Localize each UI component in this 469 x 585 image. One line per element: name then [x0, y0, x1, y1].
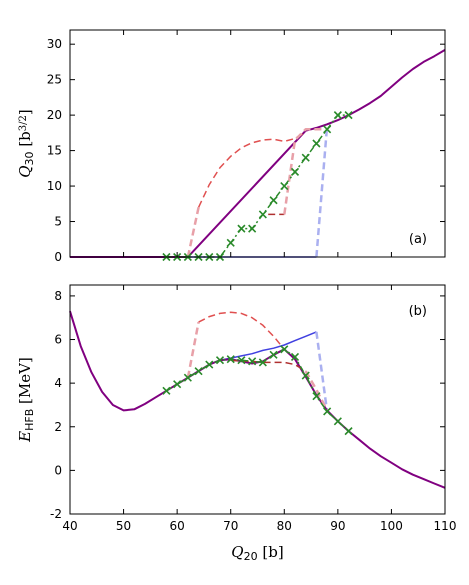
panel-b: 40 50 60 70 80 90 100 110 -2 0 2 4 6 8 (b) EHFB [MeV] Q2… [16, 284, 457, 563]
y-tick-label: 6 [54, 333, 62, 347]
y-tick-label: 2 [54, 420, 62, 434]
y-tick-label: 5 [54, 215, 62, 229]
y-tick-label: 20 [47, 108, 62, 122]
x-axis-title: Q20 [b] [231, 543, 283, 563]
data-point-marker [344, 427, 353, 436]
data-point-marker [344, 111, 353, 120]
y-tick-label: 8 [54, 289, 62, 303]
data-point-marker [194, 367, 203, 376]
data-point-marker [301, 153, 310, 162]
data-point-marker [237, 356, 246, 365]
data-point-marker [248, 357, 257, 366]
series-line-4 [186, 321, 200, 378]
x-tick-label: 70 [223, 519, 238, 533]
data-point-marker [269, 350, 278, 359]
panel-a: 0 5 10 15 20 25 30 (a) Q30 [b3/2] [16, 29, 446, 264]
series-line-7 [166, 348, 350, 432]
data-point-marker [333, 111, 342, 120]
y-tick-label: 15 [47, 144, 62, 158]
data-point-marker [205, 360, 214, 369]
y-tick-label: 0 [54, 463, 62, 477]
x-tick-label: 80 [277, 519, 292, 533]
data-point-marker [280, 345, 289, 354]
series-line-1 [315, 331, 329, 412]
data-point-marker [226, 238, 235, 247]
data-point-marker [333, 417, 342, 426]
y-tick-label: 30 [47, 37, 62, 51]
data-point-marker [312, 392, 321, 401]
x-tick-label: 90 [330, 519, 345, 533]
x-tick-label: 110 [434, 519, 457, 533]
y-tick-label: 25 [47, 73, 62, 87]
data-point-marker [226, 355, 235, 364]
plot-frame [69, 284, 446, 515]
panel-label: (a) [409, 232, 427, 247]
y-tick-label: 0 [54, 250, 62, 264]
data-point-marker [237, 224, 246, 233]
data-point-marker [215, 356, 225, 365]
series-line-3 [197, 131, 307, 208]
plot-frame [69, 29, 446, 258]
data-point-marker [248, 224, 257, 233]
data-point-marker [290, 352, 300, 362]
x-tick-label: 60 [170, 519, 185, 533]
data-point-marker [323, 407, 332, 416]
data-point-marker [323, 125, 332, 134]
data-point-marker [183, 373, 192, 382]
series-line-4 [186, 207, 200, 258]
data-point-marker [258, 210, 267, 219]
y-tick-label: 10 [47, 179, 62, 193]
y-axis-title: Q30 [b3/2] [16, 109, 36, 178]
y-tick-label: 4 [54, 376, 62, 390]
series-line-6 [283, 128, 328, 215]
y-axis-title: EHFB [MeV] [16, 357, 36, 443]
x-tick-label: 50 [116, 519, 131, 533]
series-line-2 [70, 49, 446, 258]
data-point-marker [312, 139, 321, 148]
series-line-0 [219, 331, 317, 361]
data-point-marker [162, 386, 171, 395]
x-tick-label: 100 [380, 519, 403, 533]
series-line-2 [69, 310, 446, 489]
data-point-marker [301, 371, 310, 380]
panel-label: (b) [409, 304, 427, 319]
data-point-marker [280, 181, 289, 191]
series-line-3 [198, 311, 285, 350]
data-point-marker [269, 196, 278, 205]
x-tick-label: 40 [62, 519, 77, 533]
y-tick-label: -2 [50, 507, 62, 521]
data-point-marker [290, 167, 300, 176]
data-point-marker [173, 380, 182, 389]
data-point-marker [258, 358, 267, 367]
series-line-6 [304, 370, 329, 411]
